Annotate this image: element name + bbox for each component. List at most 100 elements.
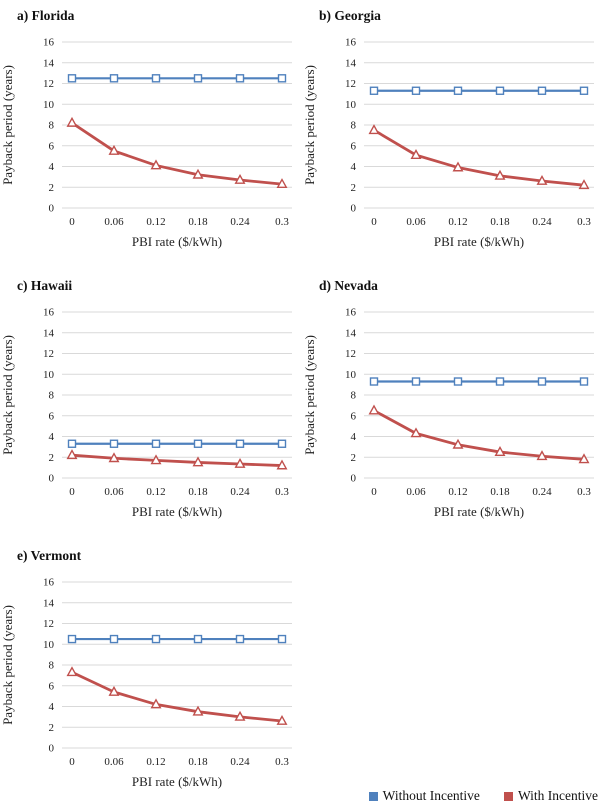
svg-text:0: 0 [49, 473, 55, 485]
svg-text:0: 0 [69, 216, 75, 228]
svg-text:12: 12 [345, 348, 356, 360]
svg-text:6: 6 [49, 410, 55, 422]
chart-title-hawaii: c) Hawaii [17, 278, 73, 293]
svg-text:6: 6 [49, 140, 55, 152]
svg-text:16: 16 [345, 307, 357, 319]
svg-text:4: 4 [49, 161, 55, 173]
svg-text:Payback period (years): Payback period (years) [302, 65, 317, 185]
svg-text:10: 10 [43, 369, 55, 381]
svg-text:4: 4 [49, 431, 55, 443]
svg-text:0.24: 0.24 [532, 486, 552, 498]
svg-text:8: 8 [49, 390, 55, 402]
svg-text:0.12: 0.12 [146, 486, 165, 498]
svg-text:2: 2 [351, 182, 357, 194]
svg-text:12: 12 [43, 618, 54, 630]
svg-text:14: 14 [345, 327, 357, 339]
svg-text:2: 2 [351, 452, 357, 464]
svg-text:0.3: 0.3 [577, 216, 591, 228]
svg-text:PBI rate ($/kWh): PBI rate ($/kWh) [434, 234, 524, 249]
svg-text:PBI rate ($/kWh): PBI rate ($/kWh) [132, 774, 222, 789]
line-chart-vermont: 0 2 4 6 8 10 12 14 16 0 0.06 0.12 0.18 0.24 0.3 PBI rat… [0, 577, 292, 789]
svg-text:0.06: 0.06 [406, 486, 426, 498]
svg-text:0.06: 0.06 [406, 216, 426, 228]
svg-text:0: 0 [69, 756, 75, 768]
svg-text:16: 16 [43, 37, 55, 49]
svg-text:0.3: 0.3 [275, 756, 289, 768]
svg-text:8: 8 [351, 120, 357, 132]
legend-swatch-with-incentive-icon [503, 792, 513, 801]
legend-cell: Without Incentive With Incentive [302, 540, 604, 812]
chart-panel-florida: a) Florida 0 2 4 6 8 10 12 14 16 0 0.06 0.12 0.18 0.2… [0, 0, 302, 270]
svg-text:6: 6 [351, 410, 357, 422]
svg-text:0: 0 [49, 743, 55, 755]
svg-text:0: 0 [371, 486, 377, 498]
chart-panel-vermont: e) Vermont 0 2 4 6 8 10 12 14 16 0 0.06 0.12 0.18 0.2… [0, 540, 302, 812]
svg-text:4: 4 [49, 701, 55, 713]
svg-text:10: 10 [345, 369, 357, 381]
svg-text:12: 12 [345, 78, 356, 90]
svg-text:Payback period (years): Payback period (years) [0, 335, 15, 455]
svg-text:Payback period (years): Payback period (years) [302, 335, 317, 455]
line-chart-georgia: 0 2 4 6 8 10 12 14 16 0 0.06 0.12 0.18 0.24 0.3 PBI rat… [302, 37, 594, 249]
svg-text:0.24: 0.24 [230, 486, 250, 498]
svg-text:0.12: 0.12 [448, 486, 467, 498]
svg-text:0.12: 0.12 [448, 216, 467, 228]
svg-text:0.18: 0.18 [188, 216, 208, 228]
svg-text:0.12: 0.12 [146, 756, 165, 768]
svg-text:14: 14 [345, 57, 357, 69]
svg-text:2: 2 [49, 182, 55, 194]
legend-label-without-incentive: Without Incentive [382, 788, 480, 803]
svg-text:PBI rate ($/kWh): PBI rate ($/kWh) [132, 504, 222, 519]
svg-text:Payback period (years): Payback period (years) [0, 65, 15, 185]
svg-text:0.12: 0.12 [146, 216, 165, 228]
svg-text:0.18: 0.18 [490, 486, 510, 498]
svg-text:0.24: 0.24 [532, 216, 552, 228]
legend-item-with-incentive: With Incentive [503, 788, 598, 804]
line-chart-florida: 0 2 4 6 8 10 12 14 16 0 0.06 0.12 0.18 0.24 0.3 PBI rat… [0, 37, 292, 249]
svg-text:0.3: 0.3 [577, 486, 591, 498]
svg-text:12: 12 [43, 348, 54, 360]
line-chart-nevada: 0 2 4 6 8 10 12 14 16 0 0.06 0.12 0.18 0.24 0.3 PBI rat… [302, 307, 594, 519]
svg-text:0.06: 0.06 [104, 486, 124, 498]
svg-text:0: 0 [49, 203, 55, 215]
svg-text:14: 14 [43, 57, 55, 69]
svg-text:Payback period (years): Payback period (years) [0, 605, 15, 725]
svg-text:0: 0 [371, 216, 377, 228]
svg-text:10: 10 [43, 639, 55, 651]
line-chart-hawaii: 0 2 4 6 8 10 12 14 16 0 0.06 0.12 0.18 0.24 0.3 PBI rat… [0, 307, 292, 519]
svg-text:2: 2 [49, 722, 55, 734]
svg-text:4: 4 [351, 161, 357, 173]
svg-text:0.06: 0.06 [104, 216, 124, 228]
chart-panel-hawaii: c) Hawaii 0 2 4 6 8 10 12 14 16 0 0.06 0.12 0.18 0.24… [0, 270, 302, 540]
svg-text:10: 10 [43, 99, 55, 111]
legend-label-with-incentive: With Incentive [517, 788, 598, 803]
svg-text:0.3: 0.3 [275, 486, 289, 498]
svg-text:14: 14 [43, 597, 55, 609]
svg-text:12: 12 [43, 78, 54, 90]
svg-text:PBI rate ($/kWh): PBI rate ($/kWh) [132, 234, 222, 249]
chart-title-vermont: e) Vermont [17, 548, 82, 563]
svg-text:6: 6 [49, 680, 55, 692]
svg-text:0: 0 [351, 203, 357, 215]
chart-panel-georgia: b) Georgia 0 2 4 6 8 10 12 14 16 0 0.06 0.12 0.18 0.2… [302, 0, 604, 270]
svg-text:0: 0 [351, 473, 357, 485]
svg-text:4: 4 [351, 431, 357, 443]
svg-text:0.06: 0.06 [104, 756, 124, 768]
svg-text:0.3: 0.3 [275, 216, 289, 228]
legend-item-without-incentive: Without Incentive [368, 788, 480, 804]
svg-text:16: 16 [345, 37, 357, 49]
svg-text:16: 16 [43, 307, 55, 319]
chart-title-nevada: d) Nevada [319, 278, 378, 293]
svg-text:8: 8 [351, 390, 357, 402]
legend-swatch-without-incentive-icon [368, 792, 378, 801]
svg-text:0.24: 0.24 [230, 756, 250, 768]
svg-text:10: 10 [345, 99, 357, 111]
svg-text:PBI rate ($/kWh): PBI rate ($/kWh) [434, 504, 524, 519]
svg-text:0.18: 0.18 [490, 216, 510, 228]
svg-text:16: 16 [43, 577, 55, 589]
svg-text:0.18: 0.18 [188, 486, 208, 498]
svg-text:0.24: 0.24 [230, 216, 250, 228]
svg-text:6: 6 [351, 140, 357, 152]
svg-text:8: 8 [49, 120, 55, 132]
